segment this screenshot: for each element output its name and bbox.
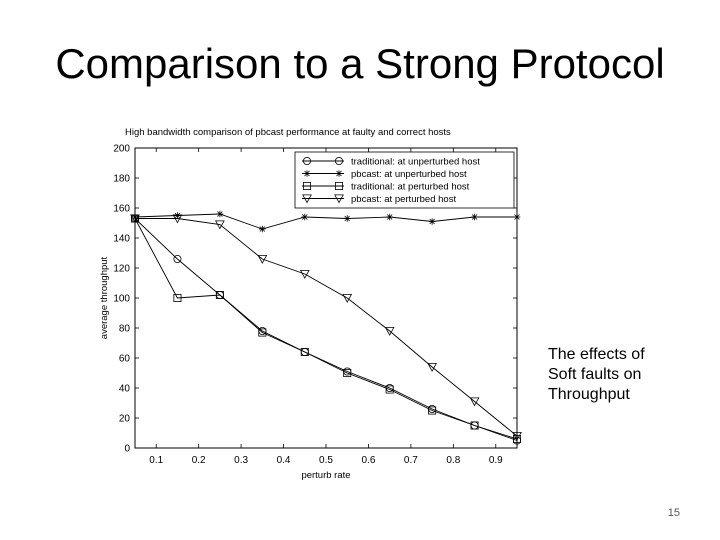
data-point-triangle-down [427,363,437,372]
data-point-star [259,225,266,233]
y-tick-label: 0 [124,444,130,455]
caption-line: Soft faults on [548,366,642,383]
data-point-circle [173,254,182,263]
data-point-square [385,385,394,394]
x-tick-label: 0.7 [404,455,418,466]
slide-title: Comparison to a Strong Protocol [55,40,665,87]
legend-marker-circle [334,157,343,166]
data-point-square [173,293,182,302]
series-line-triangle-down [135,218,518,437]
legend-marker-triangle-down [334,194,344,204]
legend-marker-square [302,182,311,191]
data-point-star [301,213,309,221]
data-point-star [386,213,393,221]
x-axis-ticks: 0.1 0.2 0.3 0.4 0.5 0.6 0.7 0.8 0.9 [149,148,503,466]
legend-marker-square [334,182,343,191]
y-tick-label: 140 [113,234,130,245]
data-point-square [512,434,521,443]
caption: The effects of Soft faults on Throughput [548,345,678,405]
legend-marker-triangle-down [302,194,312,204]
x-axis-label: perturb rate [301,470,350,481]
legend-marker-star [303,170,311,177]
data-point-star [428,218,436,225]
data-point-square [258,328,267,337]
data-point-star [131,213,139,221]
y-tick-label: 80 [119,324,131,335]
data-point-star [471,213,478,221]
y-tick-label: 40 [119,384,131,395]
data-point-triangle-down [130,214,140,224]
data-point-triangle-down [172,214,183,224]
throughput-chart: High bandwidth comparison of pbcast perf… [99,127,522,481]
chart-title: High bandwidth comparison of pbcast perf… [125,127,451,138]
data-point-star [343,215,351,222]
data-point-triangle-down [299,270,310,279]
x-tick-label: 0.3 [234,455,248,466]
y-tick-label: 200 [113,144,130,155]
data-point-triangle-down [215,220,225,230]
legend: traditional: at unperturbed hostpbcast: … [294,151,515,209]
y-tick-label: 180 [113,174,130,185]
data-point-square [428,406,437,415]
data-point-star [513,213,521,221]
y-tick-label: 100 [113,294,130,305]
y-axis-ticks: 0 20 40 60 80 100 120 140 160 180 200 [113,144,517,455]
y-tick-label: 60 [119,354,131,365]
x-tick-label: 0.6 [361,455,375,466]
x-tick-label: 0.8 [446,455,460,466]
y-tick-label: 160 [113,204,130,215]
x-tick-label: 0.5 [319,455,333,466]
y-axis-label: average throughput [99,256,110,339]
page-number: 15 [667,507,680,519]
series-line-circle [134,218,518,441]
x-tick-label: 0.1 [149,455,163,466]
data-point-star [216,210,224,218]
data-point-square [470,421,479,430]
data-point-square [300,347,309,356]
data-point-triangle-down [512,432,522,441]
series-line-square [134,218,518,440]
data-point-triangle-down [342,294,353,303]
series-markers [130,210,522,445]
legend-marker-star [335,170,343,177]
legend-label: traditional: at unperturbed host [351,157,480,168]
series-line-star [134,213,517,230]
caption-line: Throughput [548,386,630,403]
legend-label: pbcast: at unperturbed host [351,169,467,180]
data-point-square [215,290,224,299]
x-tick-label: 0.4 [277,455,291,466]
legend-label: traditional: at perturbed host [351,182,470,193]
y-tick-label: 120 [113,264,130,275]
data-point-square [343,368,352,377]
data-point-star [174,212,181,219]
legend-label: pbcast: at perturbed host [351,194,456,205]
data-point-triangle-down [384,327,395,336]
data-point-triangle-down [257,255,268,264]
data-point-triangle-down [469,397,480,407]
caption-line: The effects of [548,346,645,363]
series-lines [134,213,518,441]
x-tick-label: 0.9 [489,455,503,466]
legend-marker-circle [302,157,311,166]
y-tick-label: 20 [119,414,131,425]
x-tick-label: 0.2 [192,455,206,466]
